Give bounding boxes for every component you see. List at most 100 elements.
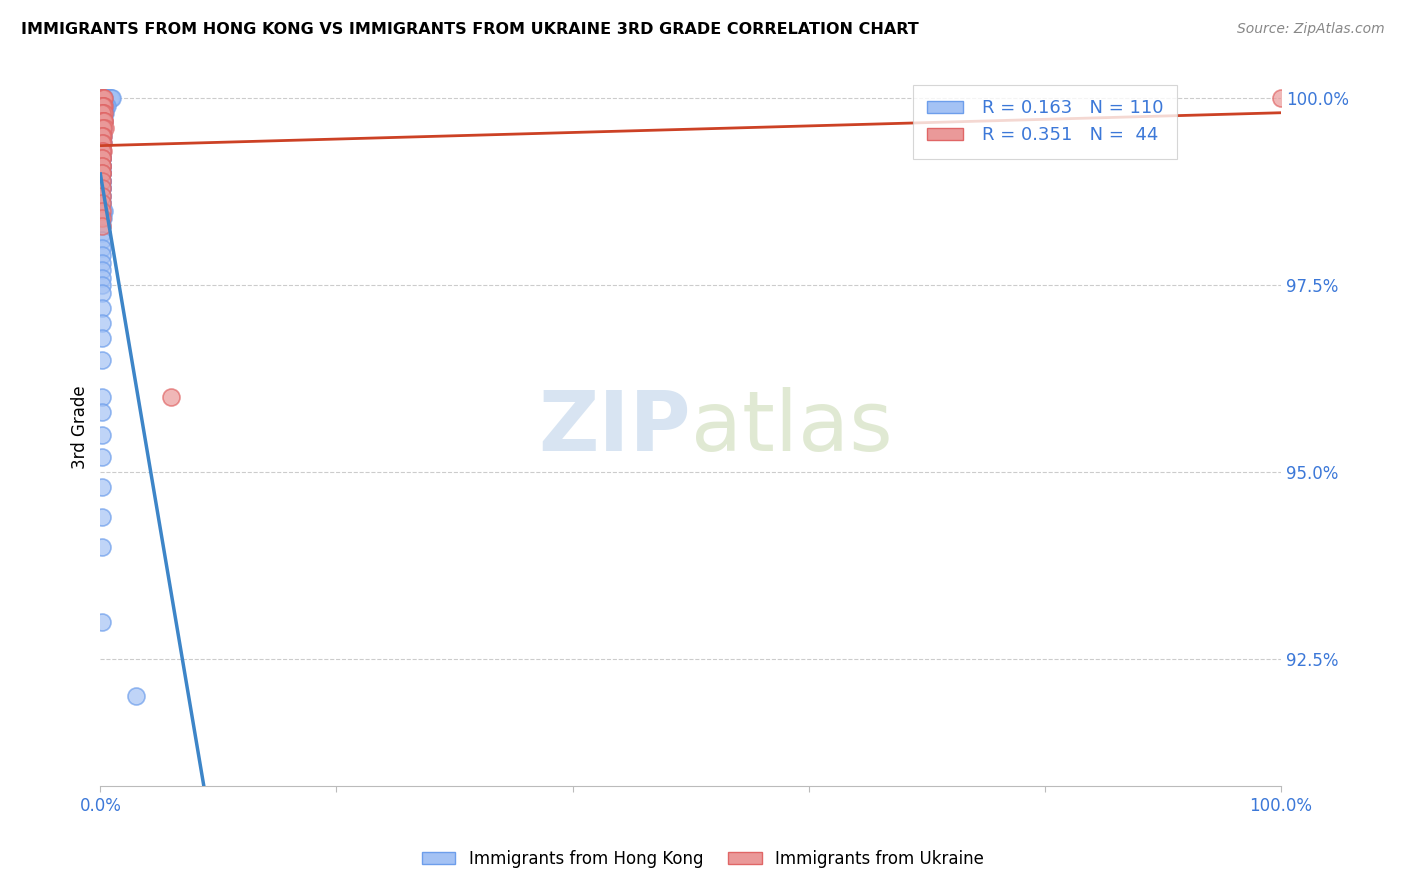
Point [90,331,112,345]
Point [90,270,112,285]
Point [90,353,112,368]
Point [91,91,114,105]
Point [90,181,112,195]
Point [90,159,112,173]
Point [90,113,112,128]
Point [90,405,112,419]
Point [90,188,112,202]
Point [100,91,122,105]
Point [160,391,183,405]
Text: Source: ZipAtlas.com: Source: ZipAtlas.com [1237,22,1385,37]
Point [90,174,112,188]
Point [93,99,115,113]
Point [125,690,148,704]
Point [90,181,112,195]
Point [91,113,114,128]
Point [90,450,112,465]
Point [90,203,112,218]
Point [90,301,112,315]
Point [91,128,114,143]
Point [90,159,112,173]
Point [94,91,117,105]
Point [91,113,114,128]
Point [96,91,118,105]
Point [96,99,118,113]
Point [101,91,124,105]
Point [90,113,112,128]
Point [91,203,114,218]
Point [90,99,112,113]
Point [90,226,112,240]
Point [93,91,115,105]
Point [90,181,112,195]
Point [91,91,114,105]
Point [91,121,114,136]
Point [94,99,117,113]
Legend: Immigrants from Hong Kong, Immigrants from Ukraine: Immigrants from Hong Kong, Immigrants fr… [416,844,990,875]
Point [90,106,112,120]
Point [90,91,112,105]
Text: ZIP: ZIP [538,387,690,467]
Point [90,166,112,180]
Point [90,166,112,180]
Point [90,128,112,143]
Point [91,113,114,128]
Point [91,121,114,136]
Point [90,144,112,158]
Point [90,480,112,494]
Point [98,91,121,105]
Point [93,106,115,120]
Point [90,234,112,248]
Point [94,99,117,113]
Point [93,113,115,128]
Point [91,99,114,113]
Point [90,248,112,262]
Point [91,91,114,105]
Point [90,136,112,151]
Point [90,128,112,143]
Point [90,106,112,120]
Point [90,151,112,165]
Point [90,144,112,158]
Point [90,121,112,136]
Point [91,113,114,128]
Point [90,181,112,195]
Point [90,136,112,151]
Point [90,144,112,158]
Point [90,113,112,128]
Point [97,91,120,105]
Point [90,159,112,173]
Point [91,106,114,120]
Point [90,136,112,151]
Point [90,159,112,173]
Point [90,113,112,128]
Point [90,136,112,151]
Point [90,106,112,120]
Point [93,113,115,128]
Point [94,106,117,120]
Point [90,510,112,524]
Point [90,144,112,158]
Point [90,540,112,554]
Point [91,128,114,143]
Point [90,174,112,188]
Point [90,188,112,202]
Point [90,113,112,128]
Point [91,136,114,151]
Point [93,106,115,120]
Text: IMMIGRANTS FROM HONG KONG VS IMMIGRANTS FROM UKRAINE 3RD GRADE CORRELATION CHART: IMMIGRANTS FROM HONG KONG VS IMMIGRANTS … [21,22,920,37]
Point [90,144,112,158]
Point [90,211,112,225]
Point [90,128,112,143]
Point [90,128,112,143]
Point [93,91,115,105]
Legend: R = 0.163   N = 110, R = 0.351   N =  44: R = 0.163 N = 110, R = 0.351 N = 44 [912,85,1177,159]
Point [93,203,115,218]
Point [90,151,112,165]
Point [90,174,112,188]
Point [91,121,114,136]
Point [91,106,114,120]
Point [90,188,112,202]
Y-axis label: 3rd Grade: 3rd Grade [72,385,89,469]
Point [90,256,112,270]
